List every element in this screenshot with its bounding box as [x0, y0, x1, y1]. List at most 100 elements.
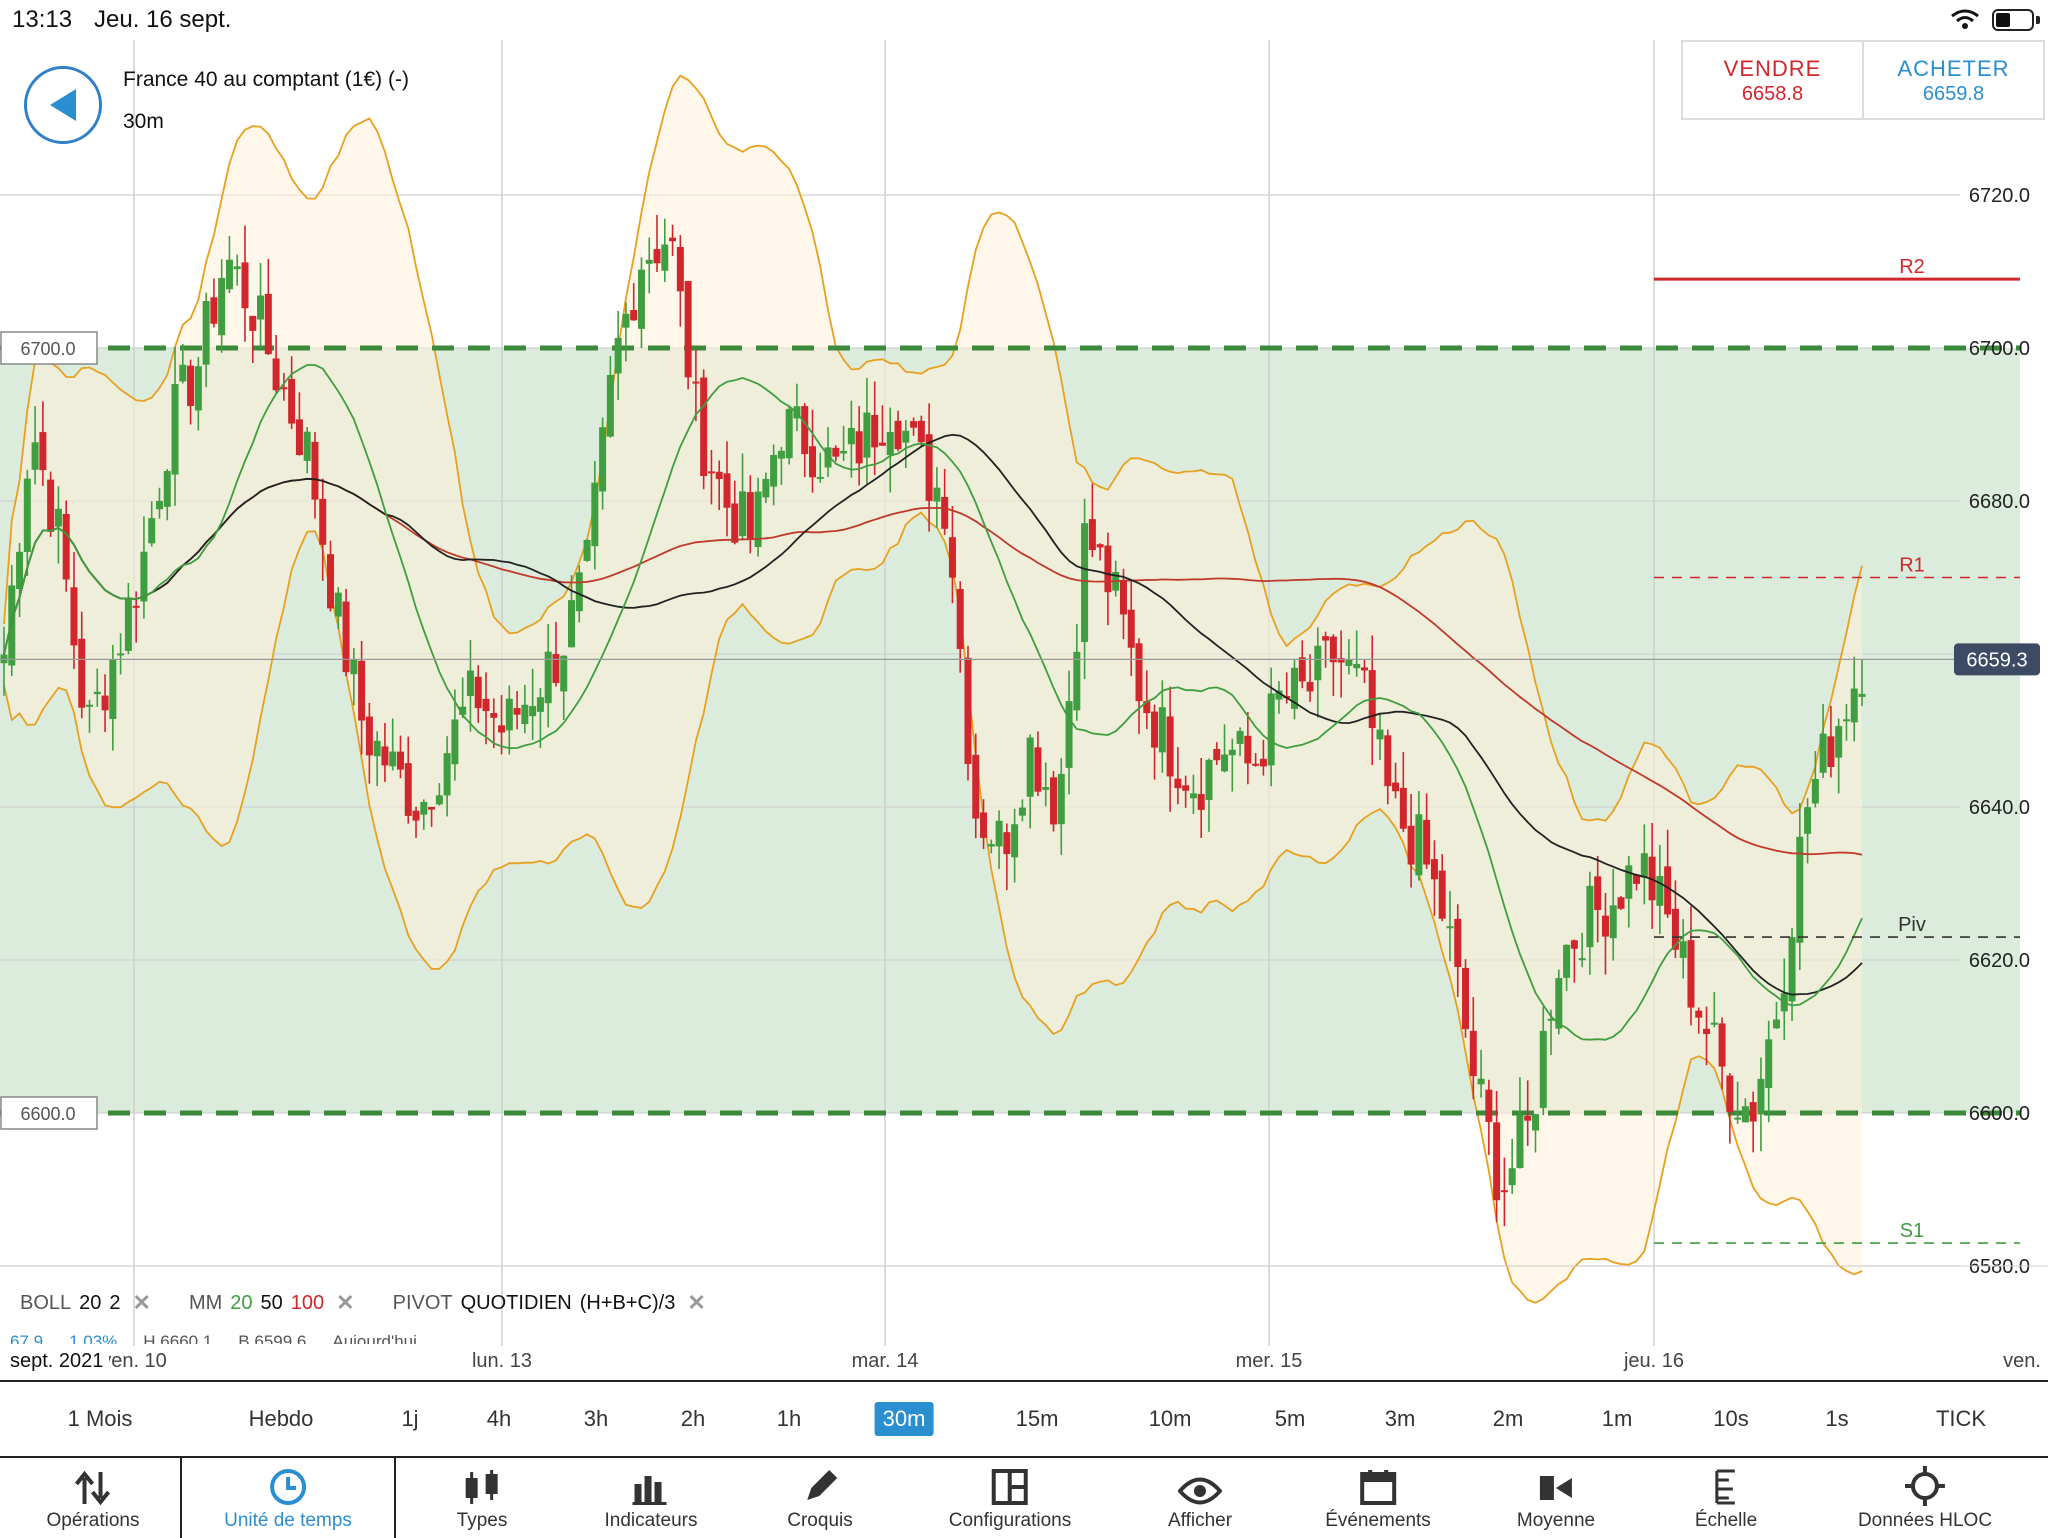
bar-chart-icon: [605, 1458, 698, 1506]
indicator-info: 67.9 1.03% H 6660.1 B 6599.6 Aujourd'hui: [10, 1332, 417, 1344]
timeframe-tick[interactable]: TICK: [1935, 1406, 1987, 1431]
nav-pencil[interactable]: Croquis: [787, 1458, 853, 1538]
timeframe-30m[interactable]: 30m: [874, 1402, 934, 1436]
candle-down: [731, 503, 739, 543]
candle-down: [1469, 1030, 1477, 1077]
mm-name[interactable]: MM: [188, 1291, 223, 1314]
candle-up: [1057, 773, 1065, 825]
candle-up: [420, 801, 428, 815]
candle-up: [443, 753, 451, 796]
timeframe-2m[interactable]: 2m: [1492, 1406, 1524, 1431]
nav-candles[interactable]: Types: [457, 1458, 507, 1538]
timeframe-4h[interactable]: 4h: [486, 1406, 512, 1431]
info-high: H 6660.1: [143, 1332, 213, 1344]
timeframe-10m[interactable]: 10m: [1148, 1406, 1192, 1431]
nav-scale[interactable]: Échelle: [1695, 1458, 1757, 1538]
timeframe-hebdo[interactable]: Hebdo: [248, 1406, 314, 1431]
timeframe-1h[interactable]: 1h: [776, 1406, 802, 1431]
candle-down: [1003, 832, 1011, 855]
price-tick: 6620.0: [1969, 950, 2030, 972]
nav-layout[interactable]: Configurations: [949, 1458, 1071, 1538]
candle-down: [925, 434, 933, 501]
candle-down: [1034, 747, 1042, 792]
candle-up: [1609, 905, 1617, 939]
candle-down: [1438, 870, 1446, 919]
candle-down: [1360, 667, 1368, 671]
buy-price: 6659.8: [1922, 83, 1985, 105]
candle-up: [1026, 737, 1034, 797]
candle-up: [109, 659, 117, 719]
remove-mm-icon[interactable]: ✕: [336, 1290, 355, 1315]
candle-up: [995, 820, 1003, 847]
remove-pivot-icon[interactable]: ✕: [687, 1290, 706, 1315]
candle-up: [1158, 707, 1166, 753]
candle-up: [1267, 693, 1275, 766]
buy-button[interactable]: ACHETER 6659.8: [1864, 42, 2043, 118]
candle-down: [552, 654, 560, 684]
instrument-name: France 40 au comptant (1€) (-): [123, 68, 409, 91]
candle-down: [910, 421, 918, 428]
pivot-name[interactable]: PIVOT: [392, 1291, 453, 1314]
candle-down: [972, 754, 980, 819]
candle-down: [676, 247, 684, 292]
candle-up: [987, 844, 995, 847]
bollinger-upper-line: [3, 74, 1863, 822]
buy-label: ACHETER: [1897, 56, 2010, 81]
candle-down: [917, 420, 925, 443]
timeframe-1j[interactable]: 1j: [401, 1406, 419, 1431]
remove-boll-icon[interactable]: ✕: [132, 1290, 151, 1315]
candle-up: [303, 431, 311, 461]
nav-average[interactable]: Moyenne: [1517, 1458, 1595, 1538]
candle-up: [225, 259, 233, 290]
timeframe-15m[interactable]: 15m: [1015, 1406, 1059, 1431]
nav-eye[interactable]: Afficher: [1168, 1458, 1232, 1538]
timeframe-1s[interactable]: 1s: [1825, 1406, 1849, 1431]
candle-up: [1679, 941, 1687, 958]
candle-up: [1314, 645, 1322, 681]
timeframe-3m[interactable]: 3m: [1384, 1406, 1416, 1431]
candle-down: [669, 237, 677, 242]
price-chart[interactable]: R2R1PivS16720.06700.06680.06660.06640.06…: [0, 40, 2048, 1346]
timeframe-1-mois[interactable]: 1 Mois: [67, 1406, 133, 1431]
candle-down: [365, 716, 373, 756]
timeframe-1m[interactable]: 1m: [1601, 1406, 1633, 1431]
timeframe-2h[interactable]: 2h: [680, 1406, 706, 1431]
candle-up: [140, 551, 148, 602]
indicator-legend: BOLL 20 2 ✕ MM 20 50 100 ✕ PIVOT QUOTIDI…: [20, 1290, 736, 1316]
candle-down: [1322, 636, 1330, 641]
candle-up: [575, 572, 583, 612]
candle-down: [327, 554, 335, 609]
nav-bar-chart[interactable]: Indicateurs: [605, 1458, 698, 1538]
candle-down: [101, 695, 109, 711]
nav-calendar[interactable]: Événements: [1325, 1458, 1431, 1538]
candle-up: [614, 337, 622, 374]
candle-up: [933, 487, 941, 502]
candle-up: [1850, 688, 1858, 723]
candle-down: [1594, 876, 1602, 911]
candle-up: [1842, 719, 1850, 722]
bollinger-band-fill: [4, 75, 1862, 1303]
candle-down: [1392, 782, 1400, 792]
sell-price: 6658.8: [1741, 83, 1804, 105]
candle-up: [1625, 865, 1633, 899]
candle-down: [1143, 701, 1151, 714]
sell-button[interactable]: VENDRE 6658.8: [1683, 42, 1864, 118]
candle-up: [1236, 730, 1244, 744]
candle-up: [1205, 759, 1213, 800]
nav-crosshair[interactable]: Données HLOC: [1858, 1458, 1992, 1538]
mm-p3: 100: [290, 1291, 325, 1314]
timeframe-5m[interactable]: 5m: [1274, 1406, 1306, 1431]
nav-clock[interactable]: Unité de temps: [224, 1458, 352, 1538]
timeframe-10s[interactable]: 10s: [1713, 1406, 1749, 1431]
boll-name[interactable]: BOLL: [20, 1291, 72, 1314]
candle-down: [319, 498, 327, 545]
candle-down: [1244, 735, 1252, 764]
nav-operations[interactable]: Opérations: [47, 1458, 139, 1538]
timeframe-3h[interactable]: 3h: [583, 1406, 609, 1431]
candle-down: [1252, 763, 1260, 766]
ma50-line: [3, 433, 1863, 996]
r1-label: R1: [1899, 555, 1925, 577]
candle-up: [824, 447, 832, 468]
back-button[interactable]: [24, 66, 102, 144]
candle-down: [1664, 866, 1672, 915]
